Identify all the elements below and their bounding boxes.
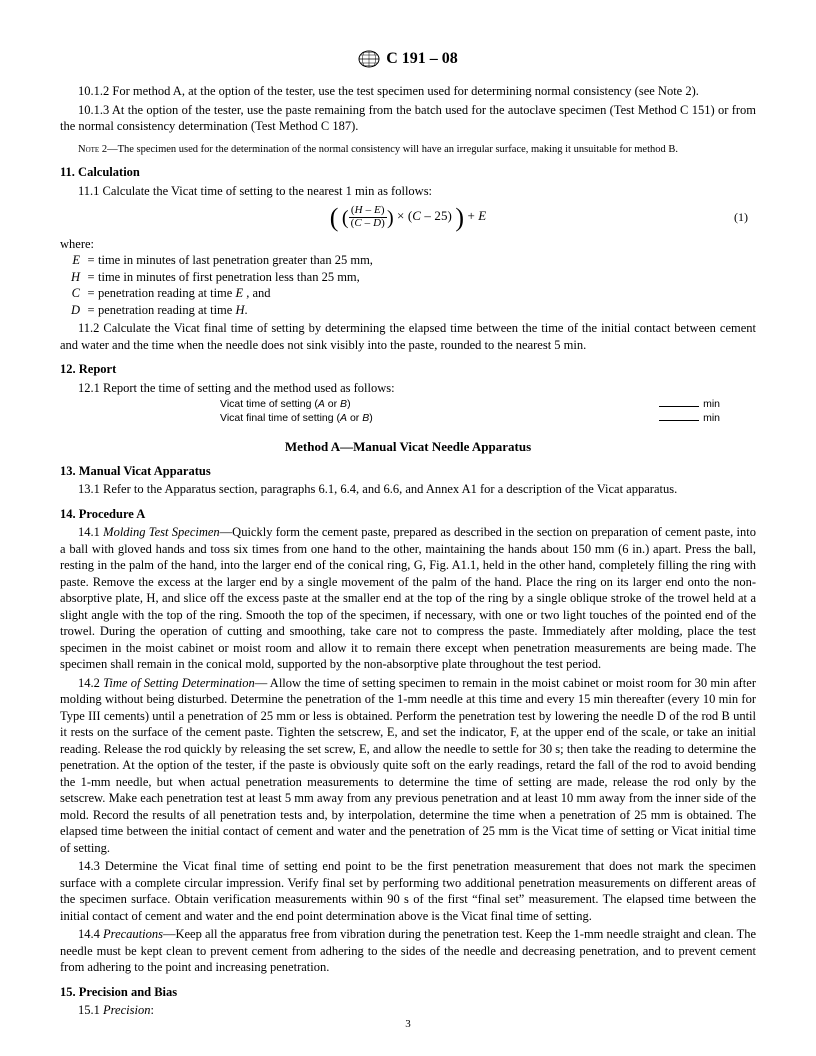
para-14-1: 14.1 Molding Test Specimen—Quickly form … — [60, 524, 756, 673]
where-row-h: H = time in minutes of first penetration… — [60, 269, 756, 286]
where-sym-d: D — [60, 302, 84, 319]
section-14-head: 14. Procedure A — [60, 506, 756, 523]
where-row-d: D = penetration reading at time H. — [60, 302, 756, 319]
note-2: Note 2—The specimen used for the determi… — [60, 143, 756, 157]
note-2-text: 2—The specimen used for the determinatio… — [99, 144, 678, 155]
where-h-text: time in minutes of first penetration les… — [98, 269, 756, 286]
where-c-post: , and — [243, 286, 270, 300]
para-14-4-body: —Keep all the apparatus free from vibrat… — [60, 927, 756, 974]
equation-body: ( ((H – E)(C – D)) × (C – 25) ) + E — [330, 205, 487, 229]
para-14-2: 14.2 Time of Setting Determination— Allo… — [60, 675, 756, 857]
report-unit-1: min — [703, 398, 720, 410]
para-11-2: 11.2 Calculate the Vicat final time of s… — [60, 320, 756, 353]
para-14-4-title: Precautions — [103, 927, 163, 941]
note-label: Note — [78, 144, 99, 155]
para-14-3: 14.3 Determine the Vicat final time of s… — [60, 858, 756, 924]
where-sym-c: C — [60, 285, 84, 302]
para-14-4: 14.4 Precautions—Keep all the apparatus … — [60, 926, 756, 976]
section-13-head: 13. Manual Vicat Apparatus — [60, 463, 756, 480]
report-row-2: Vicat final time of setting (A or B) min — [220, 412, 720, 426]
where-c-sym: E — [235, 286, 243, 300]
where-d-post: . — [244, 303, 247, 317]
para-13-1: 13.1 Refer to the Apparatus section, par… — [60, 481, 756, 498]
para-14-1-body: —Quickly form the cement paste, prepared… — [60, 525, 756, 671]
equation-1: ( ((H – E)(C – D)) × (C – 25) ) + E (1) — [60, 205, 756, 229]
para-14-2-body: — Allow the time of setting specimen to … — [60, 676, 756, 855]
where-sym-h: H — [60, 269, 84, 286]
section-15-head: 15. Precision and Bias — [60, 984, 756, 1001]
header-designation: C 191 – 08 — [386, 48, 458, 69]
where-sym-e: E — [60, 252, 84, 269]
where-row-e: E = time in minutes of last penetration … — [60, 252, 756, 269]
para-10-1-3: 10.1.3 At the option of the tester, use … — [60, 102, 756, 135]
where-d-pre: penetration reading at time — [98, 303, 235, 317]
report-blank-1 — [659, 406, 699, 407]
astm-logo-icon — [358, 50, 380, 68]
where-e-text: time in minutes of last penetration grea… — [98, 252, 756, 269]
para-15-1-title: Precision — [103, 1003, 150, 1017]
report-block: Vicat time of setting (A or B) min Vicat… — [220, 398, 756, 426]
where-label: where: — [60, 236, 756, 253]
para-15-1: 15.1 Precision: — [60, 1002, 756, 1019]
report-blank-2 — [659, 420, 699, 421]
para-10-1-2: 10.1.2 For method A, at the option of th… — [60, 83, 756, 100]
report-row-1: Vicat time of setting (A or B) min — [220, 398, 720, 412]
equation-number: (1) — [734, 210, 748, 226]
para-14-2-title: Time of Setting Determination — [103, 676, 255, 690]
para-12-1: 12.1 Report the time of setting and the … — [60, 380, 756, 397]
section-12-head: 12. Report — [60, 361, 756, 378]
page-header: C 191 – 08 — [60, 48, 756, 69]
report-unit-2: min — [703, 412, 720, 424]
para-14-1-title: Molding Test Specimen — [103, 525, 220, 539]
para-11-1: 11.1 Calculate the Vicat time of setting… — [60, 183, 756, 200]
where-block: where: E = time in minutes of last penet… — [60, 236, 756, 319]
page-number: 3 — [0, 1017, 816, 1032]
where-c-pre: penetration reading at time — [98, 286, 235, 300]
where-row-c: C = penetration reading at time E , and — [60, 285, 756, 302]
method-a-heading: Method A—Manual Vicat Needle Apparatus — [60, 438, 756, 455]
section-11-head: 11. Calculation — [60, 164, 756, 181]
